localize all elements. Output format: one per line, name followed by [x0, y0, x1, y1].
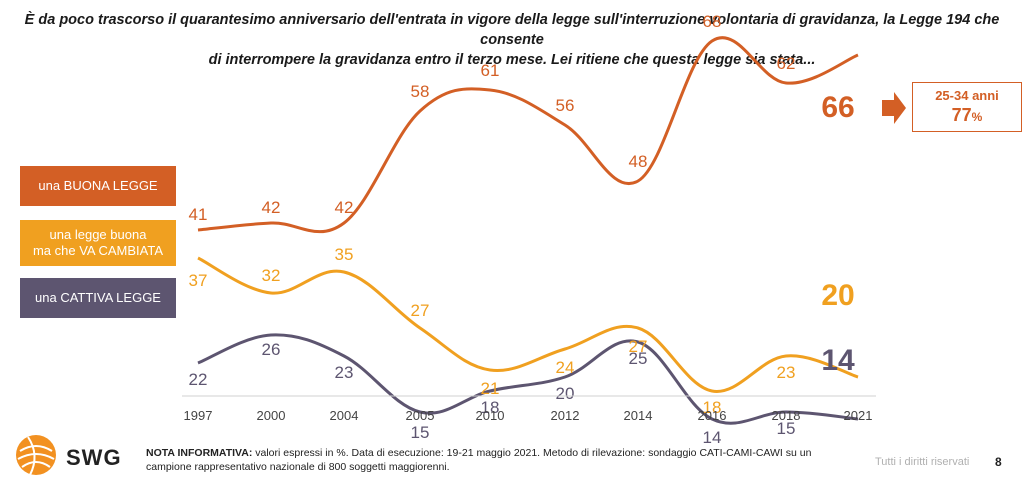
legend-cattiva-label: una CATTIVA LEGGE — [35, 290, 161, 305]
callout-unit: % — [971, 110, 983, 124]
x-tick-2004: 2004 — [330, 408, 359, 423]
callout-arrow-icon — [882, 92, 906, 124]
legend-va-cambiata: una legge buona ma che VA CAMBIATA — [20, 220, 176, 266]
data-label-cambiata-2005: 27 — [411, 301, 430, 320]
data-label-cambiata-2010: 21 — [481, 379, 500, 398]
question-title-line-2: di interrompere la gravidanza entro il t… — [208, 52, 816, 68]
data-label-cambiata-2018: 23 — [777, 363, 796, 382]
data-label-cattiva-2000: 26 — [262, 340, 281, 359]
data-label-cambiata-2012: 24 — [556, 358, 575, 377]
data-label-cambiata-1997: 37 — [189, 271, 208, 290]
data-label-cattiva-2016: 14 — [703, 428, 722, 447]
brand-name: SWG — [66, 445, 122, 470]
note-text: valori espressi in %. Data di esecuzione… — [146, 447, 812, 473]
data-label-cattiva-2010: 18 — [481, 398, 500, 417]
question-title-line-1: È da poco trascorso il quarantesimo anni… — [24, 12, 1000, 48]
data-label-cambiata-2016: 18 — [703, 398, 722, 417]
data-label-cattiva-2014: 25 — [629, 349, 648, 368]
question-title: È da poco trascorso il quarantesimo anni… — [10, 10, 1014, 70]
data-label-cambiata-2014: 27 — [629, 337, 648, 356]
rights-text: Tutti i diritti riservati — [875, 456, 970, 468]
data-label-cambiata-2004: 35 — [335, 245, 354, 264]
series-line-cattiva — [197, 333, 859, 425]
legend-cambiata-label-1: una legge buona — [49, 227, 147, 242]
legend-buona-label: una BUONA LEGGE — [38, 178, 158, 193]
legend-buona-legge: una BUONA LEGGE — [20, 166, 176, 206]
data-label-buona-2014: 48 — [629, 152, 648, 171]
swg-logo-icon — [16, 435, 56, 476]
data-label-cattiva-2004: 23 — [335, 363, 354, 382]
series-line-buona — [197, 36, 859, 234]
footer-note: NOTA INFORMATIVA: valori espressi in %. … — [146, 446, 826, 474]
series-line-cambiata — [197, 256, 859, 393]
x-tick-2018: 2018 — [772, 408, 801, 423]
x-tick-2014: 2014 — [624, 408, 653, 423]
data-label-buona-2018: 62 — [777, 54, 796, 73]
note-label: NOTA INFORMATIVA: — [146, 447, 253, 459]
data-label-cattiva-2012: 20 — [556, 384, 575, 403]
x-tick-2005: 2005 — [406, 408, 435, 423]
data-label-cattiva-2018: 15 — [777, 419, 796, 438]
data-label-buona-2000: 42 — [262, 198, 281, 217]
legend-cambiata-label-2: ma che VA CAMBIATA — [32, 243, 164, 258]
callout-25-34: 25-34 anni 77% — [912, 82, 1022, 132]
callout-group: 25-34 anni — [935, 88, 999, 103]
data-label-buona-2016: 68 — [703, 12, 722, 31]
callout-value: 77 — [951, 105, 972, 125]
x-tick-2012: 2012 — [551, 408, 580, 423]
x-tick-1997: 1997 — [184, 408, 213, 423]
page-number: 8 — [995, 455, 1002, 469]
data-label-cambiata-2021: 20 — [821, 279, 854, 312]
data-label-buona-2005: 58 — [411, 82, 430, 101]
data-label-buona-2021: 66 — [821, 91, 854, 124]
data-label-buona-2010: 61 — [481, 61, 500, 80]
data-label-cattiva-1997: 22 — [189, 370, 208, 389]
x-tick-2021: 2021 — [844, 408, 873, 423]
x-tick-2000: 2000 — [257, 408, 286, 423]
legend-cattiva-legge: una CATTIVA LEGGE — [20, 278, 176, 318]
data-label-cattiva-2021: 14 — [821, 344, 855, 377]
x-tick-2010: 2010 — [476, 408, 505, 423]
data-label-buona-2012: 56 — [556, 96, 575, 115]
data-label-cattiva-2005: 15 — [411, 423, 430, 442]
data-label-buona-1997: 41 — [189, 205, 208, 224]
x-tick-2016: 2016 — [698, 408, 727, 423]
data-label-buona-2004: 42 — [335, 198, 354, 217]
data-label-cambiata-2000: 32 — [262, 266, 281, 285]
